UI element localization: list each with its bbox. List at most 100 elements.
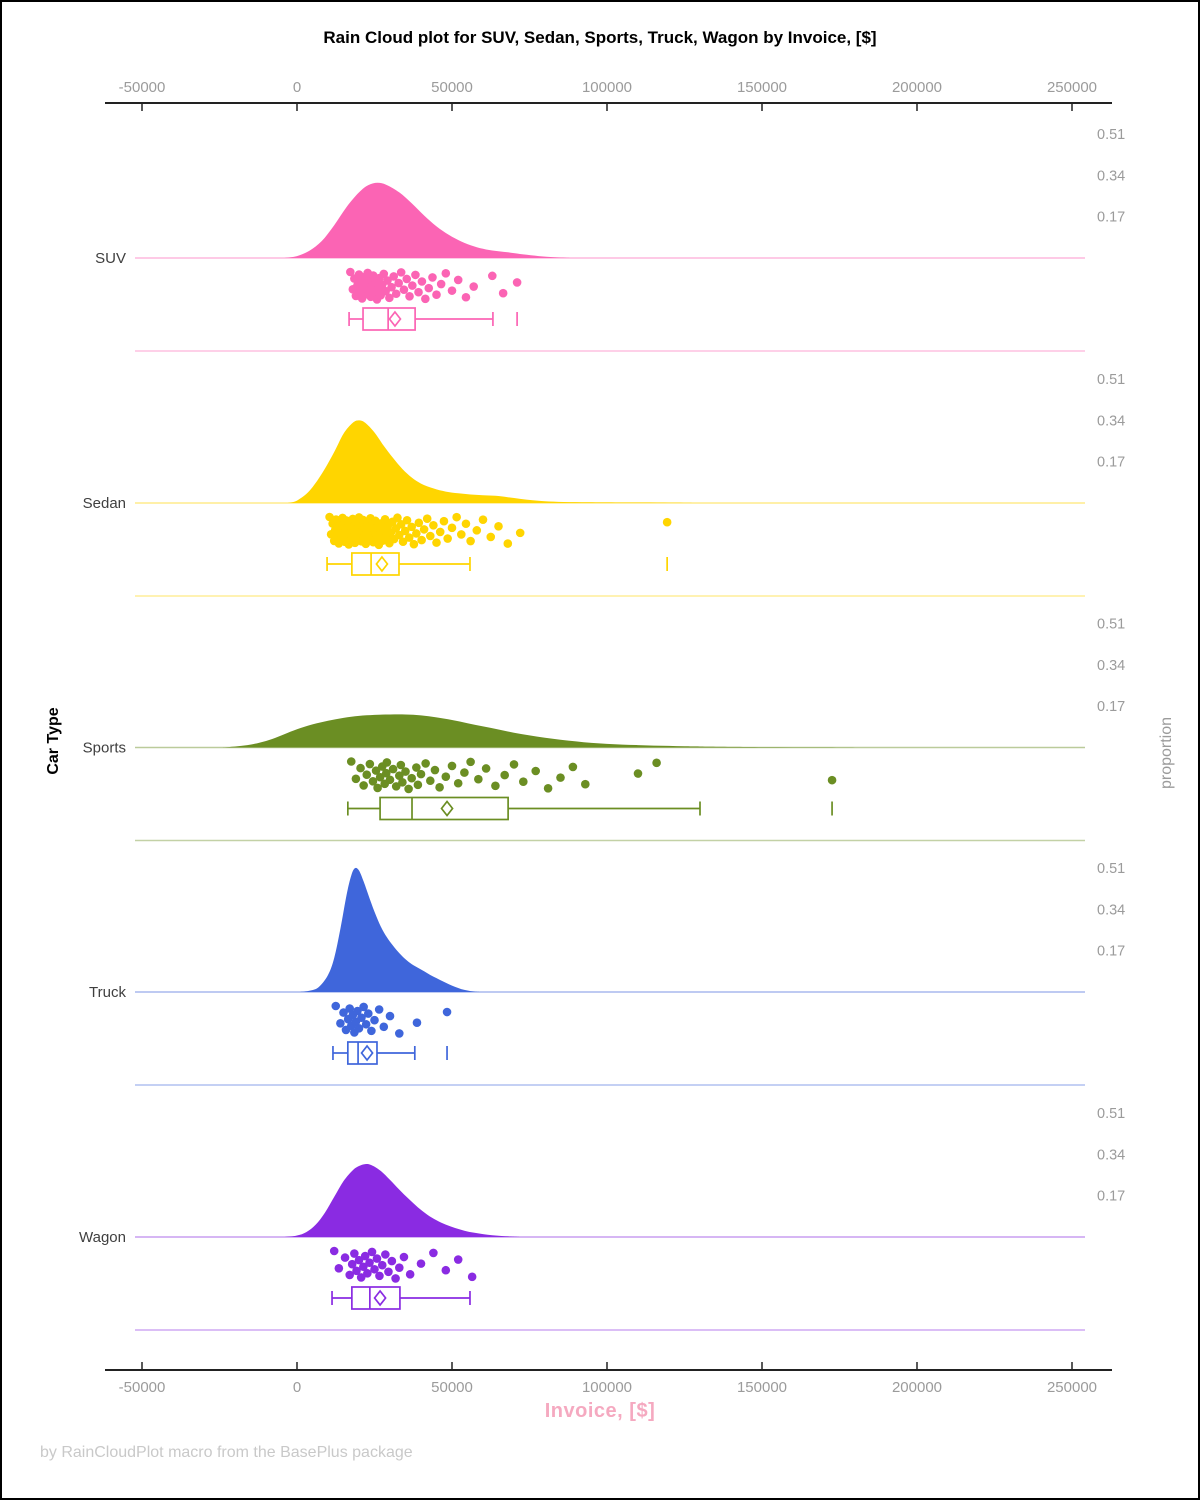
data-point: [447, 761, 457, 771]
data-point: [367, 1247, 377, 1257]
data-point: [429, 521, 438, 530]
data-point: [334, 1264, 344, 1273]
category-label: Sedan: [83, 495, 126, 512]
data-point: [405, 291, 414, 301]
density-curve-sedan: [287, 420, 694, 503]
data-point: [379, 269, 389, 279]
data-point: [429, 1248, 438, 1258]
data-point: [382, 758, 392, 767]
data-point: [411, 270, 420, 280]
x-axis-bottom: -50000 0 50000 100000 150000 200000 250000: [105, 1362, 1112, 1396]
category-label: Truck: [89, 984, 126, 1001]
data-point: [515, 528, 525, 538]
data-point: [339, 1008, 348, 1017]
data-point: [441, 772, 451, 781]
data-point: [662, 517, 672, 527]
data-point: [407, 773, 417, 783]
data-point: [453, 1255, 463, 1264]
mean-diamond: [440, 800, 454, 817]
x-tick-label: 200000: [892, 79, 942, 96]
x-tick-label: 250000: [1047, 1379, 1097, 1396]
data-point: [416, 769, 426, 779]
data-point: [503, 539, 513, 548]
data-point: [357, 1013, 366, 1022]
data-point: [356, 763, 365, 773]
data-point: [359, 781, 368, 790]
data-point: [441, 1265, 451, 1275]
data-point: [381, 1250, 390, 1259]
data-point: [412, 529, 421, 538]
boxplot-suv: [348, 307, 518, 331]
data-point: [428, 273, 437, 282]
data-point: [381, 768, 391, 778]
category-label: Wagon: [79, 1229, 126, 1246]
x-tick-label: 100000: [582, 1379, 632, 1396]
data-point: [359, 1262, 368, 1272]
data-point: [568, 762, 578, 772]
panel-suv: 0.51 0.34 0.17 SUV: [95, 127, 1125, 352]
category-label: SUV: [95, 250, 126, 267]
data-point: [447, 523, 457, 533]
data-point: [474, 774, 483, 784]
data-point: [453, 275, 463, 285]
data-point: [439, 516, 449, 526]
data-point: [461, 519, 471, 529]
proportion-tick-label: 0.17: [1097, 455, 1125, 471]
data-point: [350, 1249, 359, 1258]
data-point: [408, 281, 417, 290]
boxplot-wagon: [331, 1286, 471, 1310]
data-point: [395, 1263, 404, 1273]
data-point: [383, 276, 392, 285]
data-point: [498, 288, 508, 298]
x-tick-label: 150000: [737, 1379, 787, 1396]
data-point: [398, 537, 408, 546]
boxplot-sedan: [326, 552, 668, 576]
data-point: [364, 1009, 373, 1018]
attribution-footer: by RainCloudPlot macro from the BasePlus…: [40, 1444, 413, 1461]
y-axis-label: Car Type: [45, 707, 62, 775]
proportion-axis-label: proportion: [1158, 716, 1175, 790]
data-point: [430, 765, 440, 775]
data-point: [379, 1022, 389, 1032]
data-point: [457, 530, 466, 539]
data-point: [426, 531, 435, 541]
data-point: [407, 522, 417, 532]
panel-sports: 0.51 0.34 0.17 Sports: [83, 617, 1125, 842]
proportion-tick-label: 0.51: [1097, 127, 1125, 143]
data-point: [389, 272, 399, 281]
data-point: [442, 1007, 452, 1017]
proportion-tick-label: 0.34: [1097, 1147, 1125, 1163]
data-point: [399, 285, 409, 294]
data-point: [346, 757, 356, 766]
proportion-tick-label: 0.51: [1097, 861, 1125, 877]
panel-sedan: 0.51 0.34 0.17 Sedan: [83, 372, 1125, 597]
mean-diamond: [375, 555, 389, 573]
data-point: [469, 282, 479, 291]
data-point: [512, 278, 522, 287]
category-label: Sports: [83, 740, 126, 757]
proportion-tick-label: 0.34: [1097, 413, 1125, 429]
data-point: [478, 515, 488, 524]
data-point: [509, 760, 519, 769]
raindrops-sports: [346, 757, 837, 794]
x-axis-label: Invoice, [$]: [544, 1400, 656, 1422]
proportion-tick-label: 0.17: [1097, 1189, 1125, 1205]
data-point: [345, 1270, 355, 1280]
proportion-tick-label: 0.51: [1097, 1106, 1125, 1122]
data-point: [384, 1267, 393, 1277]
data-point: [519, 777, 528, 786]
x-tick-label: 150000: [737, 79, 787, 96]
data-point: [354, 1255, 364, 1265]
data-point: [432, 290, 441, 300]
proportion-tick-label: 0.17: [1097, 699, 1125, 715]
data-point: [371, 766, 381, 775]
data-point: [556, 773, 565, 782]
mean-diamond: [388, 310, 402, 328]
data-point: [421, 759, 430, 768]
data-point: [347, 1259, 357, 1269]
proportion-tick-label: 0.34: [1097, 902, 1125, 918]
data-point: [413, 780, 423, 790]
proportion-tick-label: 0.51: [1097, 617, 1125, 633]
